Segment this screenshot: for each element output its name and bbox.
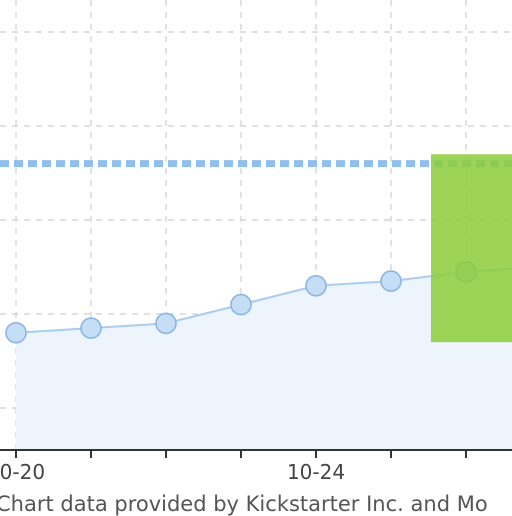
data-point: [380, 270, 402, 292]
data-point: [230, 293, 252, 316]
series-area: [16, 268, 512, 450]
x-axis-tick-labels: 10-20 10-24: [0, 460, 345, 484]
highlight-band: [431, 154, 512, 343]
chart-credit: Chart data provided by Kickstarter Inc. …: [0, 492, 488, 516]
x-axis-ticks: [15, 450, 467, 458]
data-point: [80, 317, 102, 339]
data-point: [155, 312, 177, 335]
x-axis-tick-label: 10-24: [287, 460, 345, 484]
x-axis-tick-label: 10-20: [0, 460, 45, 484]
data-point: [305, 274, 327, 297]
data-point: [5, 321, 27, 344]
